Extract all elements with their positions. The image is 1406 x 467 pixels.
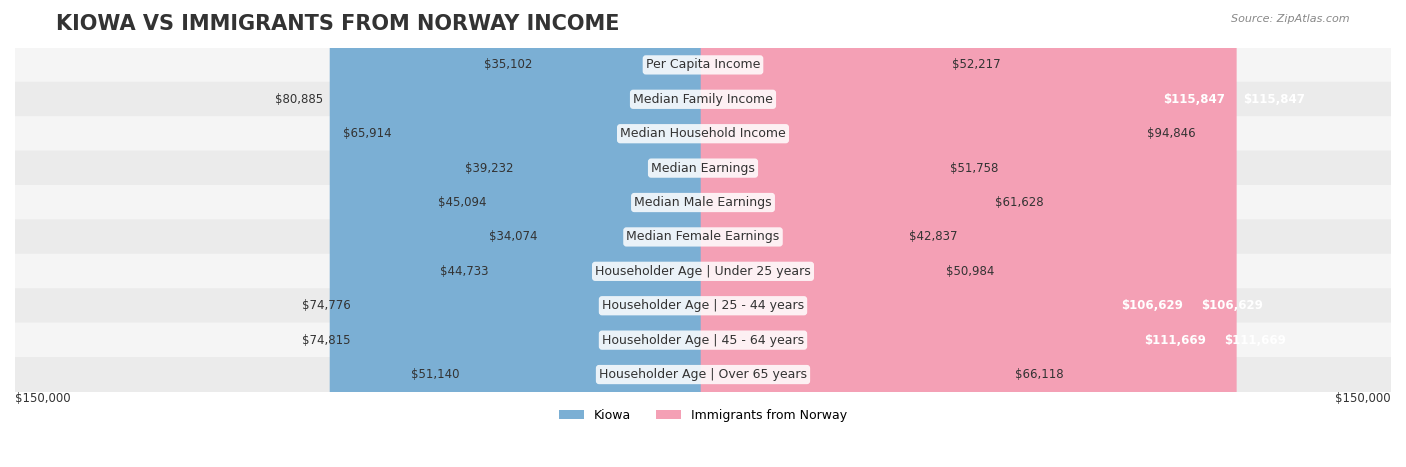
Text: Median Household Income: Median Household Income: [620, 127, 786, 140]
FancyBboxPatch shape: [15, 116, 1391, 151]
Text: Per Capita Income: Per Capita Income: [645, 58, 761, 71]
Text: $42,837: $42,837: [908, 230, 957, 243]
Text: KIOWA VS IMMIGRANTS FROM NORWAY INCOME: KIOWA VS IMMIGRANTS FROM NORWAY INCOME: [56, 14, 620, 34]
Text: $51,758: $51,758: [949, 162, 998, 175]
FancyBboxPatch shape: [15, 47, 1391, 83]
FancyBboxPatch shape: [700, 0, 945, 467]
Text: $111,669: $111,669: [1225, 333, 1286, 347]
Text: $80,885: $80,885: [274, 93, 323, 106]
FancyBboxPatch shape: [15, 82, 1391, 117]
Text: $39,232: $39,232: [465, 162, 513, 175]
FancyBboxPatch shape: [700, 0, 942, 467]
Text: $61,628: $61,628: [995, 196, 1043, 209]
Text: $115,847: $115,847: [1163, 93, 1225, 106]
FancyBboxPatch shape: [495, 0, 706, 467]
Text: Householder Age | 45 - 64 years: Householder Age | 45 - 64 years: [602, 333, 804, 347]
FancyBboxPatch shape: [700, 0, 1008, 467]
FancyBboxPatch shape: [700, 0, 1194, 467]
Text: $34,074: $34,074: [489, 230, 537, 243]
FancyBboxPatch shape: [398, 0, 706, 467]
FancyBboxPatch shape: [700, 0, 1140, 467]
Text: $111,669: $111,669: [1144, 333, 1206, 347]
Text: $51,140: $51,140: [411, 368, 460, 381]
Text: $115,847: $115,847: [1243, 93, 1305, 106]
FancyBboxPatch shape: [15, 254, 1391, 289]
Text: $94,846: $94,846: [1147, 127, 1197, 140]
Text: $150,000: $150,000: [1336, 392, 1391, 405]
FancyBboxPatch shape: [700, 0, 1218, 467]
FancyBboxPatch shape: [700, 0, 939, 467]
FancyBboxPatch shape: [15, 150, 1391, 186]
FancyBboxPatch shape: [357, 0, 706, 467]
FancyBboxPatch shape: [15, 219, 1391, 255]
Text: $106,629: $106,629: [1201, 299, 1263, 312]
FancyBboxPatch shape: [330, 0, 706, 467]
FancyBboxPatch shape: [357, 0, 706, 467]
Text: $66,118: $66,118: [1015, 368, 1064, 381]
FancyBboxPatch shape: [15, 357, 1391, 392]
Text: $50,984: $50,984: [946, 265, 994, 278]
Text: $74,815: $74,815: [302, 333, 350, 347]
Text: Median Family Income: Median Family Income: [633, 93, 773, 106]
Text: $150,000: $150,000: [15, 392, 70, 405]
FancyBboxPatch shape: [540, 0, 706, 467]
FancyBboxPatch shape: [520, 0, 706, 467]
Text: Source: ZipAtlas.com: Source: ZipAtlas.com: [1232, 14, 1350, 24]
Text: Householder Age | Under 25 years: Householder Age | Under 25 years: [595, 265, 811, 278]
FancyBboxPatch shape: [700, 0, 1237, 467]
Text: Median Earnings: Median Earnings: [651, 162, 755, 175]
FancyBboxPatch shape: [700, 0, 901, 467]
Text: Median Male Earnings: Median Male Earnings: [634, 196, 772, 209]
Text: $65,914: $65,914: [343, 127, 391, 140]
Text: $44,733: $44,733: [440, 265, 489, 278]
Text: $74,776: $74,776: [302, 299, 352, 312]
Legend: Kiowa, Immigrants from Norway: Kiowa, Immigrants from Norway: [554, 404, 852, 427]
Text: Householder Age | Over 65 years: Householder Age | Over 65 years: [599, 368, 807, 381]
FancyBboxPatch shape: [700, 0, 988, 467]
FancyBboxPatch shape: [544, 0, 706, 467]
Text: $52,217: $52,217: [952, 58, 1000, 71]
Text: $106,629: $106,629: [1121, 299, 1182, 312]
Text: Householder Age | 25 - 44 years: Householder Age | 25 - 44 years: [602, 299, 804, 312]
Text: $35,102: $35,102: [485, 58, 533, 71]
Text: $45,094: $45,094: [439, 196, 486, 209]
FancyBboxPatch shape: [15, 323, 1391, 358]
Text: Median Female Earnings: Median Female Earnings: [627, 230, 779, 243]
FancyBboxPatch shape: [15, 288, 1391, 323]
FancyBboxPatch shape: [467, 0, 706, 467]
FancyBboxPatch shape: [494, 0, 706, 467]
FancyBboxPatch shape: [15, 185, 1391, 220]
